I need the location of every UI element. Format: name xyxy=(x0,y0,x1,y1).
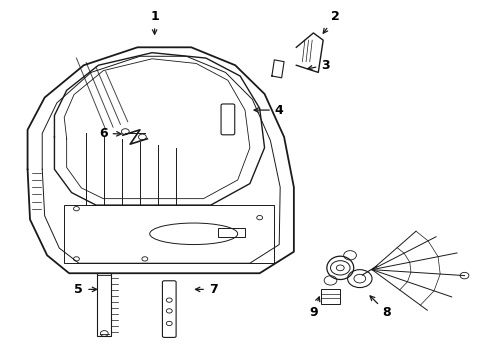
Text: 3: 3 xyxy=(308,59,330,72)
Text: 4: 4 xyxy=(254,104,284,117)
Bar xyxy=(98,273,111,336)
Text: 7: 7 xyxy=(196,283,218,296)
Text: 8: 8 xyxy=(370,296,391,319)
Text: 5: 5 xyxy=(74,283,97,296)
Text: 9: 9 xyxy=(309,297,320,319)
Text: 1: 1 xyxy=(150,10,159,34)
Text: 2: 2 xyxy=(323,10,340,33)
Text: 6: 6 xyxy=(99,127,121,140)
